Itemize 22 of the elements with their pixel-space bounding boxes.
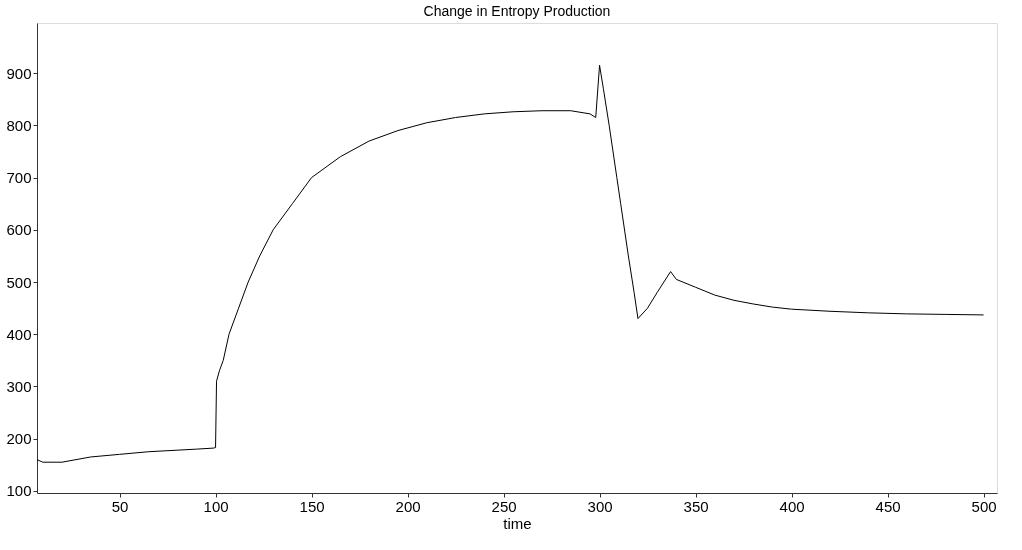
x-tick-label: 200 [395, 497, 421, 515]
x-tick-label: 250 [491, 497, 517, 515]
y-tick-label: 600 [6, 221, 32, 239]
line-series [36, 64, 985, 463]
y-tick-label: 200 [6, 430, 32, 448]
y-tick-label: 800 [6, 116, 32, 134]
y-tick-label: 100 [6, 482, 32, 500]
x-tick-label: 50 [111, 497, 129, 515]
x-axis-title: time [503, 514, 532, 532]
y-tick-label: 900 [6, 64, 32, 82]
x-tick-label: 400 [779, 497, 805, 515]
chart-title: Change in Entropy Production [423, 3, 611, 19]
x-tick-label: 500 [971, 497, 997, 515]
y-tick-label: 300 [6, 377, 32, 395]
x-tick-label: 150 [299, 497, 325, 515]
y-tick-label: 700 [6, 169, 32, 187]
x-tick-label: 100 [203, 497, 229, 515]
x-tick-label: 450 [875, 497, 901, 515]
x-tick-label: 300 [587, 497, 613, 515]
y-tick-label: 500 [6, 273, 32, 291]
y-tick-label: 400 [6, 325, 32, 343]
x-tick-label: 350 [683, 497, 709, 515]
